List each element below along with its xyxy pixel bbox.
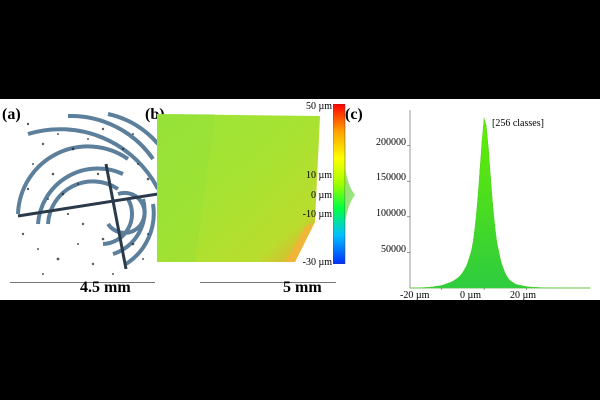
colorbar-tick-minus10: -10 µm [302, 209, 332, 220]
histogram-point [568, 287, 570, 289]
histogram-point [477, 198, 479, 200]
histogram-point [483, 117, 485, 120]
histogram-point [485, 125, 487, 127]
x-tick-label: 20 µm [510, 290, 537, 301]
panel-b-scale-label: 5 mm [283, 279, 322, 296]
panel-b-height-map [157, 114, 320, 262]
histogram-point [409, 287, 411, 289]
histogram-point [458, 276, 460, 278]
histogram-point [515, 283, 517, 286]
histogram-point [430, 286, 432, 288]
colorbar-tick-10: 10 µm [305, 170, 332, 181]
histogram-point [589, 287, 591, 289]
histogram-point [419, 287, 422, 289]
histogram-point [500, 261, 502, 263]
histogram-point [496, 241, 498, 244]
histogram-point [491, 203, 494, 205]
histogram-point [487, 148, 489, 150]
histogram-annotation: [256 classes] [492, 118, 544, 129]
colorbar-tick-0: 0 µm [310, 190, 332, 201]
histogram-point [481, 141, 483, 143]
histogram-point [508, 279, 511, 281]
y-tick-label: 100000 [376, 208, 406, 219]
x-tick-label: -20 µm [400, 290, 430, 301]
colorbar-tick-50: 50 µm [305, 101, 332, 112]
histogram-point [441, 284, 443, 287]
histogram-point [462, 271, 464, 273]
panel-b-scale-bar [200, 282, 336, 283]
y-tick-label: 200000 [376, 137, 406, 148]
y-tick-label: 50000 [381, 244, 406, 255]
histogram-point [547, 287, 549, 289]
histogram-point [489, 177, 492, 179]
histogram-point [451, 280, 453, 283]
histogram-point [525, 286, 528, 288]
histogram-point [536, 286, 538, 289]
histogram-point [470, 250, 473, 252]
panel-a-sample-image [16, 112, 158, 275]
colorbar-tick-minus30: -30 µm [302, 257, 332, 268]
x-tick-label: 0 µm [460, 290, 482, 301]
panel-a-label: (a) [2, 106, 21, 123]
histogram-point [472, 238, 475, 241]
panel-a-scale-label: 4.5 mm [80, 279, 131, 296]
panel-c-label: (c) [345, 106, 363, 123]
colorbar-mini-histogram [345, 165, 355, 225]
histogram-chart [407, 110, 591, 290]
histogram-point [466, 263, 468, 266]
histogram-point [479, 169, 481, 172]
histogram-point [475, 221, 477, 224]
histogram-area [409, 118, 590, 289]
y-tick-label: 150000 [376, 172, 406, 183]
panel-a-scale-bar [10, 282, 155, 283]
histogram-point [504, 273, 506, 275]
histogram-point [494, 224, 496, 226]
